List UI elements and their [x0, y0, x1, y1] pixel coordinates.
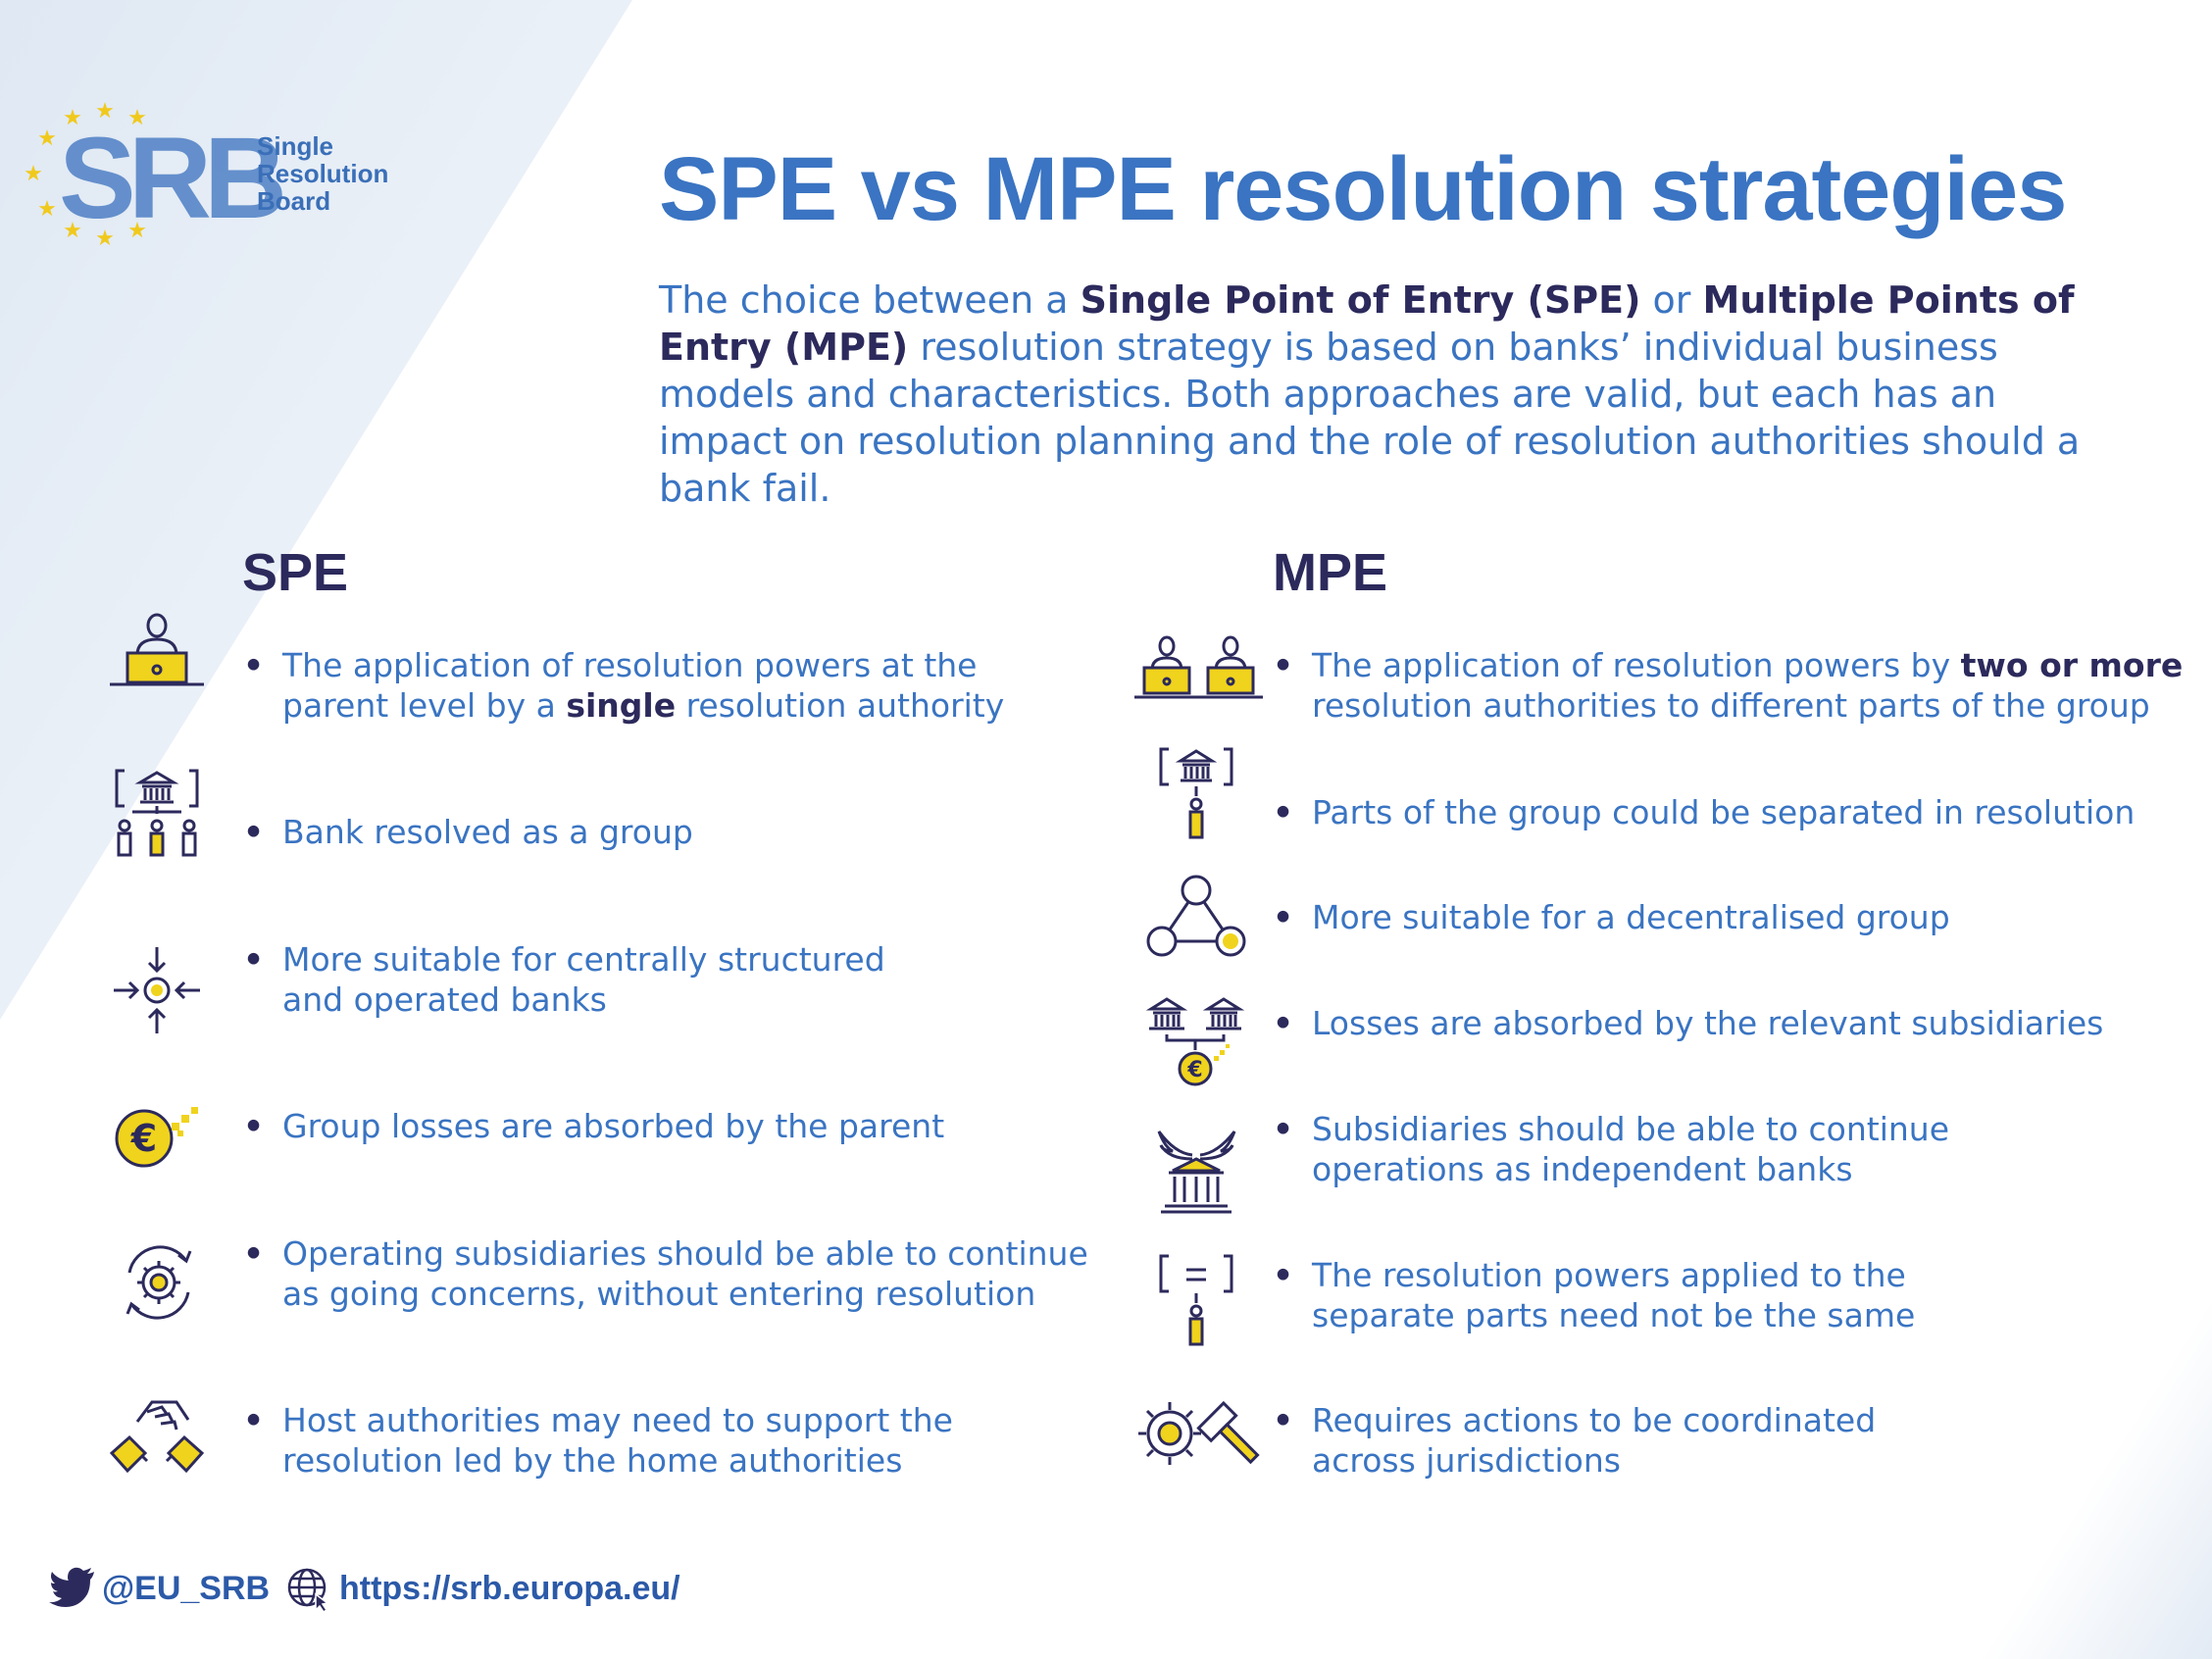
spe-item-2: • Bank resolved as a group	[243, 813, 693, 851]
handshake-icon	[109, 1400, 205, 1474]
converging-arrows-icon	[114, 947, 200, 1033]
svg-text:★: ★	[24, 162, 43, 186]
twitter-handle-link[interactable]: @EU_SRB	[102, 1570, 271, 1607]
mpe-item-6: • The resolution powers applied to the s…	[1273, 1256, 1916, 1334]
network-triangle-icon	[1146, 875, 1246, 957]
srb-logo: ★ ★ ★ ★ ★ ★ ★ ★ ★ SRB	[24, 99, 290, 251]
spe-item-4: • Group losses are absorbed by the paren…	[243, 1107, 945, 1145]
svg-text:★: ★	[37, 126, 57, 151]
spe-item-1: • The application of resolution powers a…	[243, 646, 1005, 725]
spe-heading: SPE	[242, 543, 349, 602]
svg-text:★: ★	[37, 197, 57, 222]
mpe-item-1: • The application of resolution powers b…	[1273, 646, 2184, 725]
spe-item-5: • Operating subsidiaries should be able …	[243, 1234, 1088, 1313]
page-title: SPE vs MPE resolution strategies	[659, 139, 2067, 239]
bank-group-icon	[115, 769, 199, 857]
globe-icon[interactable]	[286, 1567, 331, 1612]
mpe-item-4: • Losses are absorbed by the relevant su…	[1273, 1004, 2104, 1042]
logo-letters: SRB	[59, 114, 282, 243]
svg-text:€: €	[130, 1117, 157, 1160]
winged-bank-icon	[1157, 1131, 1236, 1214]
banks-euro-icon: €	[1145, 997, 1245, 1086]
equals-board-icon	[1159, 1254, 1233, 1346]
spe-item-6: • Host authorities may need to support t…	[243, 1401, 953, 1480]
bank-presenter-icon	[1159, 747, 1233, 839]
logo-name: Single Resolution Board	[257, 131, 389, 216]
mpe-heading: MPE	[1273, 543, 1388, 602]
euro-coin-icon: €	[115, 1107, 198, 1168]
gear-cycle-icon	[126, 1245, 192, 1320]
svg-text:★: ★	[95, 99, 115, 124]
mpe-item-5: • Subsidiaries should be able to continu…	[1273, 1110, 1950, 1188]
gear-gavel-icon	[1138, 1400, 1260, 1465]
svg-text:★: ★	[63, 106, 82, 130]
svg-text:★: ★	[63, 219, 82, 243]
svg-text:€: €	[1186, 1058, 1202, 1082]
person-at-laptop-icon	[110, 613, 204, 686]
svg-text:★: ★	[127, 106, 147, 130]
eu-stars-icon: ★ ★ ★ ★ ★ ★ ★ ★ ★	[24, 99, 147, 251]
intro-paragraph: The choice between a Single Point of Ent…	[659, 278, 2081, 510]
twitter-icon[interactable]	[49, 1567, 96, 1608]
spe-item-3: • More suitable for centrally structured…	[243, 940, 885, 1019]
website-link[interactable]: https://srb.europa.eu/	[339, 1570, 680, 1607]
mpe-item-2: • Parts of the group could be separated …	[1273, 793, 2136, 831]
svg-text:★: ★	[95, 226, 115, 251]
two-people-at-laptops-icon	[1134, 635, 1263, 699]
mpe-item-7: • Requires actions to be coordinated acr…	[1273, 1401, 1877, 1480]
mpe-item-3: • More suitable for a decentralised grou…	[1273, 898, 1950, 936]
svg-text:★: ★	[127, 219, 147, 243]
